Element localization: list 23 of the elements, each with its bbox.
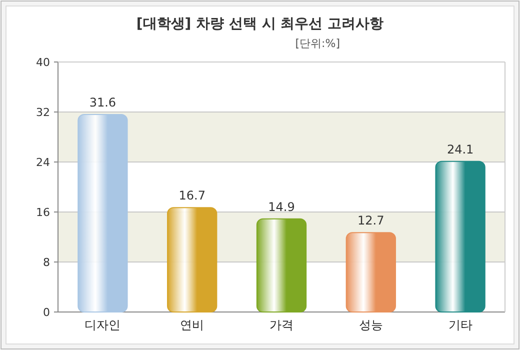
x-tick-label: 디자인 xyxy=(84,318,121,332)
y-tick-label: 16 xyxy=(36,206,50,219)
y-tick-label: 24 xyxy=(36,156,50,169)
bar xyxy=(346,232,396,312)
y-tick-label: 8 xyxy=(43,256,50,269)
x-tick-label: 연비 xyxy=(180,318,204,332)
y-tick-label: 32 xyxy=(36,106,50,119)
bar xyxy=(256,218,307,312)
chart-subtitle: [단위:%] xyxy=(295,37,340,50)
bar xyxy=(167,207,218,312)
y-tick-label: 0 xyxy=(43,306,50,319)
data-label: 14.9 xyxy=(268,200,295,214)
bar xyxy=(435,160,486,312)
chart-title: [대학생] 차량 선택 시 최우선 고려사항 xyxy=(136,16,384,32)
bar xyxy=(78,114,128,312)
data-label: 24.1 xyxy=(446,142,474,156)
x-tick-label: 기타 xyxy=(448,318,472,332)
data-label: 12.7 xyxy=(358,214,384,228)
data-label: 16.7 xyxy=(178,188,206,203)
x-tick-label: 가격 xyxy=(270,318,294,332)
data-label: 31.6 xyxy=(89,96,116,110)
y-tick-label: 40 xyxy=(36,56,50,69)
x-tick-label: 성능 xyxy=(358,318,383,332)
